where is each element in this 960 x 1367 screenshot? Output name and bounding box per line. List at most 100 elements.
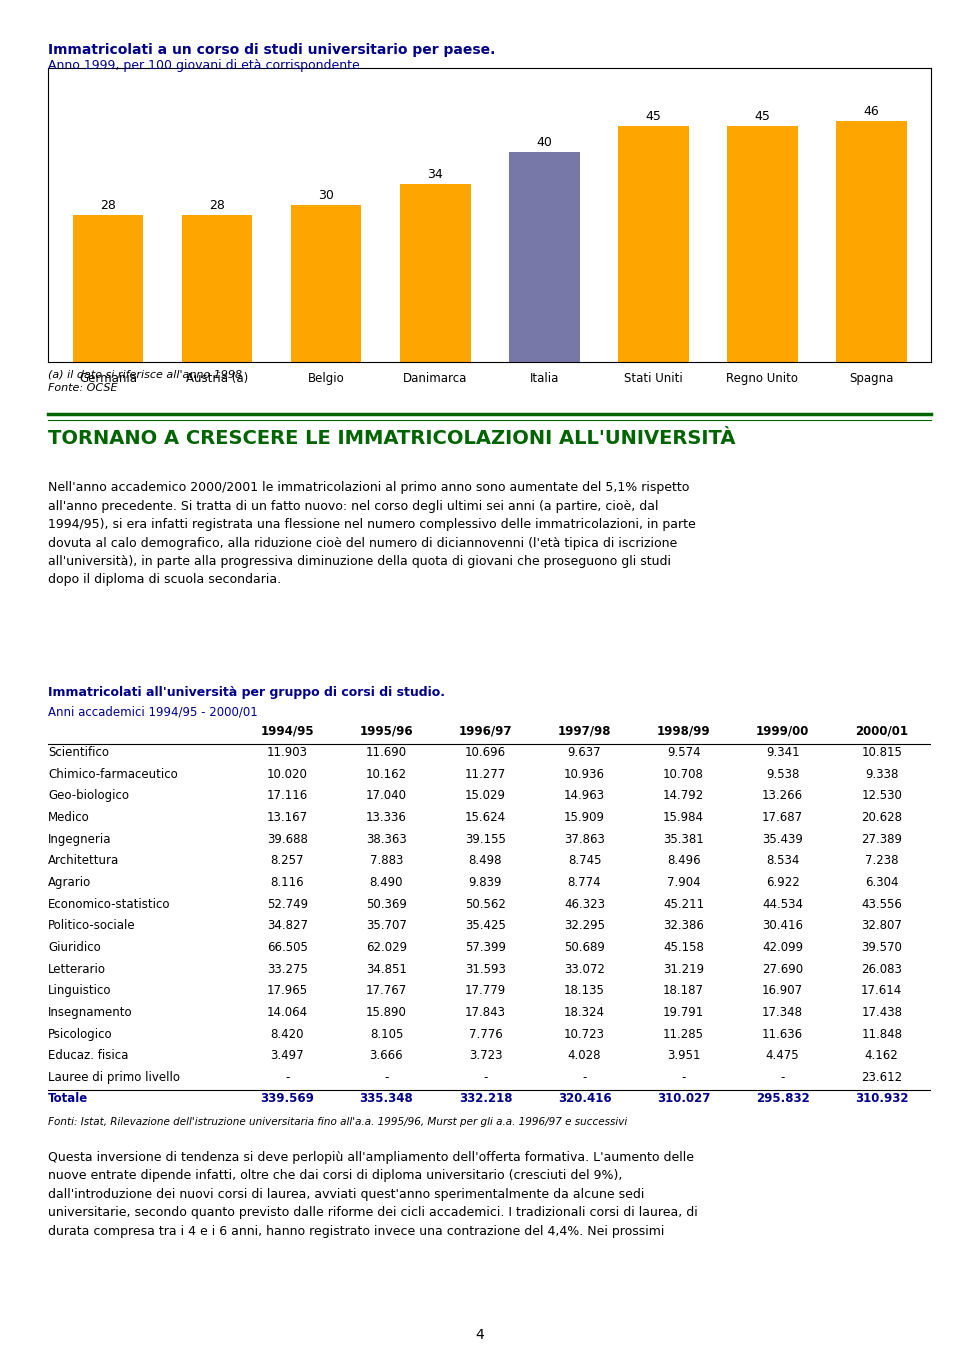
Text: all'anno precedente. Si tratta di un fatto nuovo: nel corso degli ultimi sei ann: all'anno precedente. Si tratta di un fat… <box>48 499 659 513</box>
Text: 45: 45 <box>755 109 770 123</box>
Text: Ingegneria: Ingegneria <box>48 833 111 846</box>
Text: 3.723: 3.723 <box>468 1050 502 1062</box>
Text: 35.381: 35.381 <box>663 833 704 846</box>
Text: 12.530: 12.530 <box>861 789 902 802</box>
Text: 17.843: 17.843 <box>465 1006 506 1018</box>
Text: 310.027: 310.027 <box>657 1092 710 1106</box>
Text: 31.593: 31.593 <box>465 962 506 976</box>
Text: 10.020: 10.020 <box>267 768 308 781</box>
Text: Linguistico: Linguistico <box>48 984 111 998</box>
Text: Scientifico: Scientifico <box>48 746 109 759</box>
Text: 66.505: 66.505 <box>267 940 308 954</box>
Text: 10.936: 10.936 <box>564 768 605 781</box>
Text: 1995/96: 1995/96 <box>360 725 413 738</box>
Text: 15.624: 15.624 <box>465 811 506 824</box>
Text: 31.219: 31.219 <box>663 962 704 976</box>
Text: Medico: Medico <box>48 811 89 824</box>
Text: Agrario: Agrario <box>48 876 91 889</box>
Text: 19.791: 19.791 <box>663 1006 705 1018</box>
Text: 7.904: 7.904 <box>667 876 701 889</box>
Text: 17.614: 17.614 <box>861 984 902 998</box>
Text: (a) il dato si riferisce all'anno 1998: (a) il dato si riferisce all'anno 1998 <box>48 369 242 379</box>
Text: 295.832: 295.832 <box>756 1092 809 1106</box>
Text: 320.416: 320.416 <box>558 1092 612 1106</box>
Text: dall'introduzione dei nuovi corsi di laurea, avviati quest'anno sperimentalmente: dall'introduzione dei nuovi corsi di lau… <box>48 1188 644 1202</box>
Text: 8.498: 8.498 <box>468 854 502 868</box>
Text: 13.266: 13.266 <box>762 789 804 802</box>
Text: TORNANO A CRESCERE LE IMMATRICOLAZIONI ALL'UNIVERSITÀ: TORNANO A CRESCERE LE IMMATRICOLAZIONI A… <box>48 429 735 448</box>
Text: 35.439: 35.439 <box>762 833 804 846</box>
Text: 23.612: 23.612 <box>861 1070 902 1084</box>
Text: 9.538: 9.538 <box>766 768 800 781</box>
Text: 8.257: 8.257 <box>271 854 304 868</box>
Text: 34: 34 <box>427 168 443 180</box>
Text: 38.363: 38.363 <box>366 833 407 846</box>
Text: 7.238: 7.238 <box>865 854 899 868</box>
Text: 7.776: 7.776 <box>468 1028 502 1040</box>
Bar <box>617 126 688 362</box>
Text: Insegnamento: Insegnamento <box>48 1006 132 1018</box>
Text: 27.389: 27.389 <box>861 833 902 846</box>
Text: 3.951: 3.951 <box>667 1050 701 1062</box>
Text: 34.851: 34.851 <box>366 962 407 976</box>
Text: 33.072: 33.072 <box>564 962 605 976</box>
Text: dopo il diploma di scuola secondaria.: dopo il diploma di scuola secondaria. <box>48 574 281 586</box>
Text: 43.556: 43.556 <box>861 898 902 910</box>
Text: 35.425: 35.425 <box>465 919 506 932</box>
Text: -: - <box>483 1070 488 1084</box>
Text: Immatricolati a un corso di studi universitario per paese.: Immatricolati a un corso di studi univer… <box>48 42 495 57</box>
Text: 10.815: 10.815 <box>861 746 902 759</box>
Text: 8.420: 8.420 <box>271 1028 304 1040</box>
Text: 28: 28 <box>209 200 225 212</box>
Text: 15.984: 15.984 <box>663 811 704 824</box>
Text: 339.569: 339.569 <box>260 1092 314 1106</box>
Text: 1998/99: 1998/99 <box>657 725 710 738</box>
Bar <box>181 215 252 362</box>
Text: 17.438: 17.438 <box>861 1006 902 1018</box>
Text: 9.341: 9.341 <box>766 746 800 759</box>
Text: all'università), in parte alla progressiva diminuzione della quota di giovani ch: all'università), in parte alla progressi… <box>48 555 671 569</box>
Text: 42.099: 42.099 <box>762 940 804 954</box>
Bar <box>836 120 906 362</box>
Text: 10.723: 10.723 <box>564 1028 605 1040</box>
Text: 39.570: 39.570 <box>861 940 902 954</box>
Text: 8.774: 8.774 <box>567 876 601 889</box>
Text: 8.490: 8.490 <box>370 876 403 889</box>
Text: 11.903: 11.903 <box>267 746 308 759</box>
Text: 4.162: 4.162 <box>865 1050 899 1062</box>
Text: durata compresa tra i 4 e i 6 anni, hanno registrato invece una contrazione del : durata compresa tra i 4 e i 6 anni, hann… <box>48 1225 664 1239</box>
Text: 8.116: 8.116 <box>271 876 304 889</box>
Text: Immatricolati all'università per gruppo di corsi di studio.: Immatricolati all'università per gruppo … <box>48 686 445 700</box>
Bar <box>399 183 470 362</box>
Text: 17.965: 17.965 <box>267 984 308 998</box>
Text: Psicologico: Psicologico <box>48 1028 112 1040</box>
Text: 9.637: 9.637 <box>567 746 601 759</box>
Text: 10.696: 10.696 <box>465 746 506 759</box>
Text: 45.211: 45.211 <box>663 898 704 910</box>
Text: Fonte: OCSE: Fonte: OCSE <box>48 383 117 392</box>
Text: Politico-sociale: Politico-sociale <box>48 919 135 932</box>
Text: Anni accademici 1994/95 - 2000/01: Anni accademici 1994/95 - 2000/01 <box>48 705 257 719</box>
Text: 4: 4 <box>475 1329 485 1342</box>
Text: 52.749: 52.749 <box>267 898 308 910</box>
Text: Lauree di primo livello: Lauree di primo livello <box>48 1070 180 1084</box>
Text: 14.064: 14.064 <box>267 1006 308 1018</box>
Text: 35.707: 35.707 <box>366 919 407 932</box>
Bar <box>291 205 362 362</box>
Text: 39.688: 39.688 <box>267 833 308 846</box>
Text: universitarie, secondo quanto previsto dalle riforme dei cicli accademici. I tra: universitarie, secondo quanto previsto d… <box>48 1206 698 1219</box>
Text: 9.338: 9.338 <box>865 768 899 781</box>
Text: 8.496: 8.496 <box>667 854 701 868</box>
Text: Anno 1999, per 100 giovani di età corrispondente: Anno 1999, per 100 giovani di età corris… <box>48 59 360 72</box>
Text: 7.883: 7.883 <box>370 854 403 868</box>
Bar <box>73 215 143 362</box>
Text: 26.083: 26.083 <box>861 962 902 976</box>
Text: 17.040: 17.040 <box>366 789 407 802</box>
Text: Economico-statistico: Economico-statistico <box>48 898 171 910</box>
Text: 8.105: 8.105 <box>370 1028 403 1040</box>
Text: 32.295: 32.295 <box>564 919 605 932</box>
Text: 10.162: 10.162 <box>366 768 407 781</box>
Text: -: - <box>682 1070 685 1084</box>
Text: 11.690: 11.690 <box>366 746 407 759</box>
Text: Nell'anno accademico 2000/2001 le immatricolazioni al primo anno sono aumentate : Nell'anno accademico 2000/2001 le immatr… <box>48 481 689 495</box>
